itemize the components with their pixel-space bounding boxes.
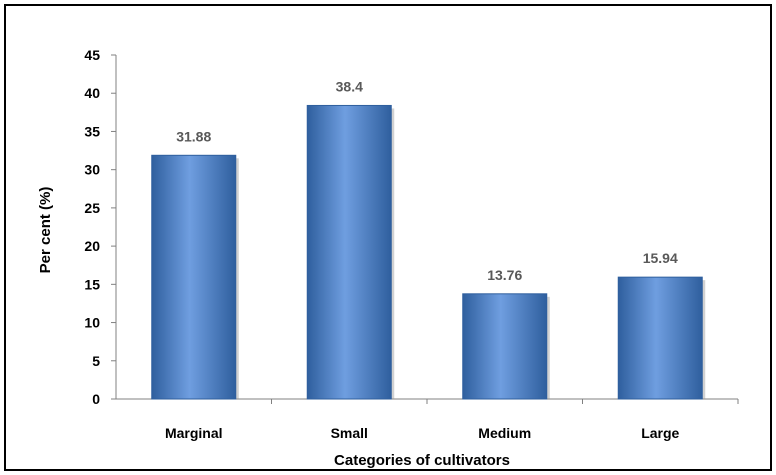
bar-medium bbox=[462, 293, 548, 400]
data-label: 31.88 bbox=[176, 128, 211, 144]
x-axis-title: Categories of cultivators bbox=[334, 452, 510, 469]
x-tick-label: Small bbox=[331, 425, 368, 441]
y-tick-label: 35 bbox=[84, 123, 100, 139]
y-tick-label: 15 bbox=[84, 276, 100, 292]
x-tick-label: Large bbox=[641, 425, 679, 441]
y-tick-label: 30 bbox=[84, 162, 100, 178]
y-tick-label: 20 bbox=[84, 238, 100, 254]
y-tick-label: 45 bbox=[84, 47, 100, 63]
y-tick-label: 5 bbox=[92, 353, 100, 369]
bar-small bbox=[306, 104, 392, 400]
y-tick-label: 25 bbox=[84, 200, 100, 216]
x-tick-label: Marginal bbox=[165, 425, 223, 441]
bar-large bbox=[617, 276, 703, 400]
y-axis-title: Per cent (%) bbox=[37, 187, 54, 274]
y-tick-label: 40 bbox=[84, 85, 100, 101]
bar-marginal bbox=[151, 154, 237, 400]
data-label: 13.76 bbox=[487, 267, 522, 283]
x-tick-label: Medium bbox=[478, 425, 531, 441]
data-label: 15.94 bbox=[643, 250, 678, 266]
y-tick-label: 10 bbox=[84, 315, 100, 331]
data-label: 38.4 bbox=[336, 78, 363, 94]
y-tick-label: 0 bbox=[92, 391, 100, 407]
